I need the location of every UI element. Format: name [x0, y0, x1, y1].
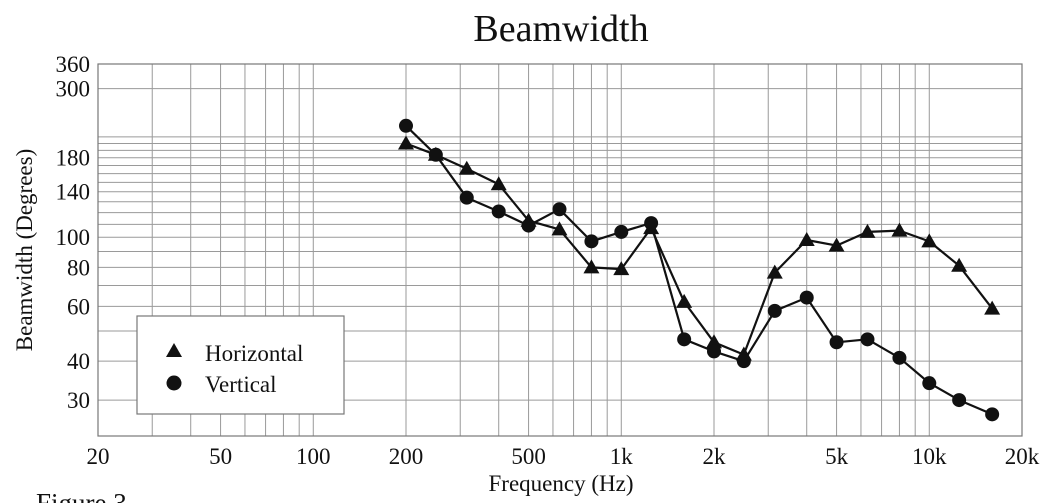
data-point-vertical	[552, 202, 567, 217]
data-point-vertical	[399, 118, 413, 133]
series-line-horizontal	[405, 142, 994, 356]
data-point-vertical	[677, 332, 692, 347]
grid	[97, 63, 1023, 436]
data-point-horizontal	[676, 293, 693, 308]
legend-label-horizontal: Horizontal	[205, 341, 303, 366]
x-tick-label: 20k	[1005, 444, 1040, 469]
data-point-horizontal	[951, 257, 968, 272]
x-tick-label: 500	[511, 444, 546, 469]
data-point-vertical	[985, 407, 1000, 422]
x-tick-label: 1k	[610, 444, 634, 469]
data-point-horizontal	[613, 261, 630, 276]
data-point-horizontal	[766, 264, 783, 279]
data-point-vertical	[860, 332, 875, 347]
data-point-vertical	[707, 344, 721, 359]
data-point-vertical	[829, 335, 844, 350]
y-tick-label: 180	[56, 146, 91, 171]
legend-label-vertical: Vertical	[205, 372, 277, 397]
x-tick-label: 50	[209, 444, 232, 469]
data-point-horizontal	[490, 176, 507, 191]
data-point-vertical	[491, 204, 506, 219]
data-point-vertical	[922, 376, 937, 391]
data-point-horizontal	[921, 233, 938, 248]
x-tick-label: 10k	[912, 444, 947, 469]
data-point-horizontal	[859, 223, 876, 238]
x-tick-labels: 20 50 100 200 500 1k 2k 5k 10k 20k	[87, 444, 1040, 469]
data-point-vertical	[952, 393, 967, 408]
data-point-vertical	[799, 290, 814, 305]
x-tick-label: 20	[87, 444, 110, 469]
legend-box	[136, 315, 345, 415]
x-tick-label: 2k	[703, 444, 727, 469]
data-point-horizontal	[891, 222, 908, 237]
x-tick-label: 200	[389, 444, 424, 469]
y-tick-label: 40	[67, 349, 90, 374]
plot-frame	[97, 63, 1023, 437]
y-tick-label: 140	[56, 180, 91, 205]
series-line-vertical	[405, 125, 993, 416]
y-tick-label: 300	[56, 77, 91, 102]
figure-caption: Figure 3	[36, 488, 127, 503]
data-point-horizontal	[398, 135, 414, 150]
y-tick-label: 100	[56, 225, 91, 250]
data-point-horizontal	[551, 221, 568, 236]
chart-title: Beamwidth	[473, 8, 648, 50]
series	[398, 118, 1001, 422]
legend: Horizontal Vertical	[136, 315, 345, 415]
y-tick-label: 30	[67, 388, 90, 413]
data-point-horizontal	[583, 259, 600, 274]
y-tick-label: 360	[56, 52, 91, 77]
data-point-vertical	[428, 147, 443, 162]
legend-circle-marker	[166, 375, 182, 391]
data-point-horizontal	[828, 237, 845, 252]
x-tick-label: 5k	[825, 444, 849, 469]
data-point-vertical	[459, 190, 474, 205]
data-point-horizontal	[984, 300, 1001, 315]
y-tick-label: 60	[67, 294, 90, 319]
y-axis-label: Beamwidth (Degrees)	[12, 149, 37, 351]
data-point-vertical	[521, 218, 536, 233]
x-axis-label: Frequency (Hz)	[489, 471, 634, 496]
data-point-horizontal	[798, 231, 815, 246]
y-tick-label: 80	[67, 255, 90, 280]
data-point-horizontal	[458, 160, 475, 175]
data-point-vertical	[767, 303, 782, 318]
data-point-vertical	[736, 354, 751, 369]
data-point-horizontal	[706, 334, 722, 349]
x-tick-label: 100	[296, 444, 331, 469]
data-point-vertical	[584, 234, 599, 249]
data-point-vertical	[892, 350, 907, 365]
data-point-vertical	[644, 216, 659, 231]
legend-triangle-marker	[166, 343, 182, 357]
data-point-vertical	[614, 224, 629, 239]
